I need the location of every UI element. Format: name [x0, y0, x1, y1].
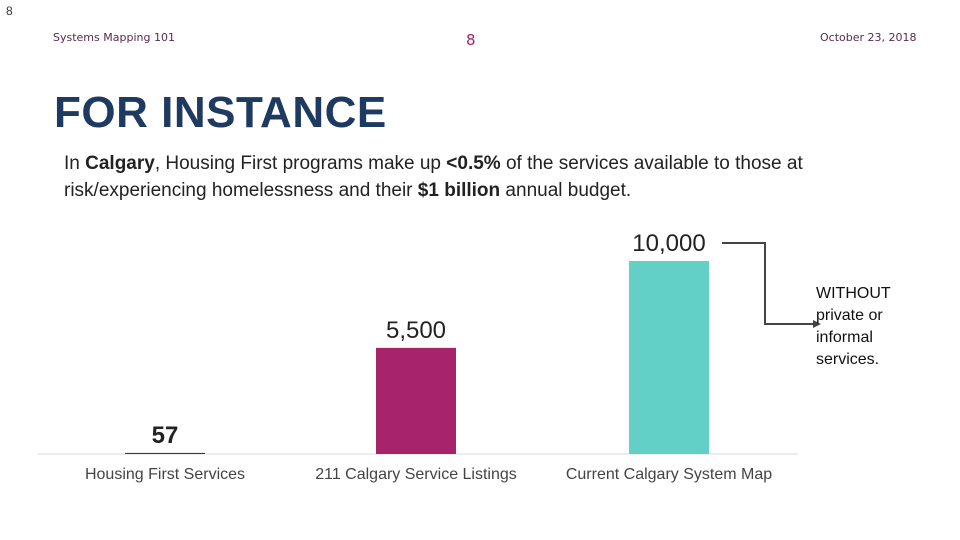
bar-2 [376, 347, 456, 454]
category-label-2: 211 Calgary Service Listings [315, 466, 517, 483]
body-text-bold: $1 billion [417, 180, 501, 201]
slide-corner-number: 8 [6, 4, 13, 18]
chart-bars [125, 261, 709, 454]
header-date: October 23, 2018 [820, 31, 917, 44]
bar-value-label-3: 10,000 [632, 230, 705, 257]
chart-value-labels: 57 5,500 10,000 [152, 230, 706, 449]
body-text-part: of the services available to those at ri… [64, 153, 803, 201]
bar-value-label-1: 57 [152, 422, 179, 449]
slide-title: FOR INSTANCE [54, 88, 387, 137]
category-label-1: Housing First Services [85, 466, 245, 483]
body-text-bold: Calgary [85, 153, 155, 174]
slide-body-text: In Calgary, Housing First programs make … [64, 150, 924, 204]
annotation-arrow-head [813, 320, 821, 328]
bar-3 [629, 261, 709, 454]
bar-1 [125, 452, 205, 454]
body-text-part: In [64, 153, 86, 174]
body-text-part: , Housing First programs make up [154, 153, 447, 174]
chart-category-labels: Housing First Services 211 Calgary Servic… [85, 466, 772, 483]
header-page-number: 8 [466, 31, 476, 49]
header-course-title: Systems Mapping 101 [53, 31, 175, 44]
bar-value-label-2: 5,500 [386, 317, 446, 344]
annotation-connector-line [722, 242, 813, 325]
body-text-bold: <0.5% [446, 153, 501, 174]
annotation-text: WITHOUT private or informal services. [816, 285, 891, 368]
body-text-part: annual budget. [500, 180, 632, 201]
category-label-3: Current Calgary System Map [566, 466, 772, 483]
